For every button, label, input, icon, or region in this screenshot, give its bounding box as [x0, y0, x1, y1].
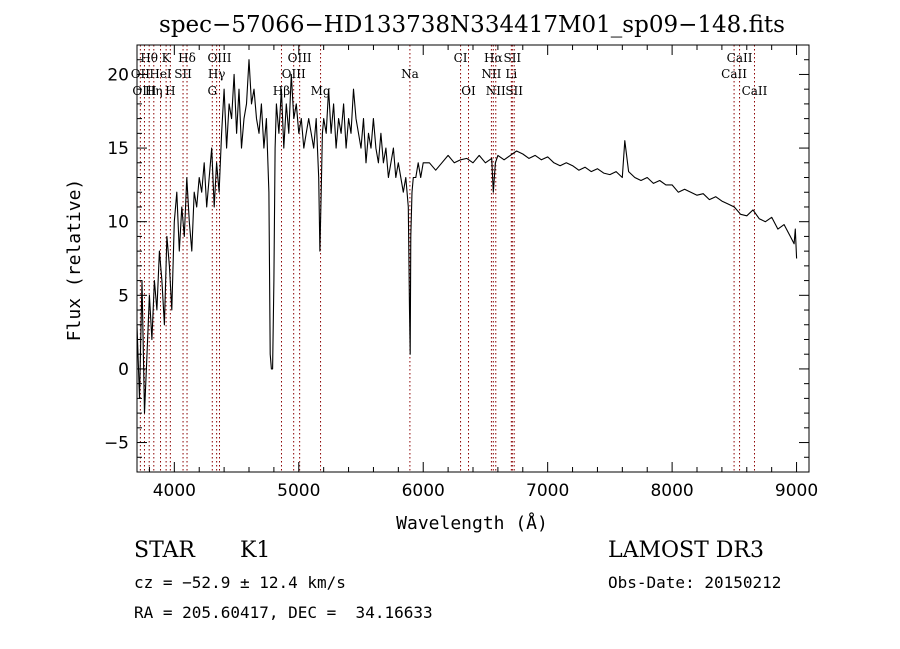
line-label: Hδ	[178, 51, 196, 65]
line-label: OI	[461, 84, 476, 98]
line-label: SII	[174, 67, 192, 81]
x-tick-label: 6000	[402, 481, 445, 501]
line-label: NII	[486, 84, 506, 98]
y-axis: −5 0 5 10 15 20	[104, 44, 809, 458]
line-label: Hα	[484, 51, 503, 65]
line-label: H	[165, 84, 175, 98]
y-axis-label: Flux (relative)	[64, 179, 85, 342]
emission-line-markers	[139, 45, 755, 472]
line-label: Mg	[311, 84, 331, 98]
spectrum-line	[136, 59, 798, 414]
line-label: OIII	[132, 84, 156, 98]
y-tick-label: 5	[118, 286, 129, 306]
y-tick-label: 10	[107, 213, 129, 233]
y-tick-label: 15	[107, 139, 129, 159]
line-label: Hθ	[140, 51, 158, 65]
line-label: CI	[454, 51, 468, 65]
y-tick-label: 0	[118, 360, 129, 380]
object-class: STAR	[134, 538, 195, 563]
line-label: NII	[481, 67, 501, 81]
y-tick-label: 20	[107, 65, 129, 85]
x-tick-label: 9000	[775, 481, 818, 501]
x-tick-label: 4000	[153, 481, 196, 501]
line-label: Na	[401, 67, 419, 81]
line-label: SII	[505, 84, 523, 98]
line-label: Li	[505, 67, 517, 81]
line-label: K	[162, 51, 172, 65]
x-axis-label: Wavelength (Å)	[396, 512, 548, 534]
redshift-value: cz = −52.9 ± 12.4 km/s	[134, 573, 346, 592]
observation-date: Obs-Date: 20150212	[608, 573, 782, 592]
line-label: OIII	[288, 51, 312, 65]
object-subclass: K1	[240, 538, 271, 563]
x-tick-label: 5000	[277, 481, 320, 501]
survey-name: LAMOST DR3	[608, 538, 764, 563]
line-label: CaII	[727, 51, 753, 65]
line-label: CaII	[721, 67, 747, 81]
y-tick-label: −5	[104, 434, 129, 454]
line-label: G	[207, 84, 217, 98]
chart-title: spec−57066−HD133738N334417M01_sp09−148.f…	[159, 12, 785, 38]
x-axis: 4000 5000 6000 7000 8000 9000	[148, 45, 818, 501]
line-label: OIII	[282, 67, 306, 81]
coordinates: RA = 205.60417, DEC = 34.16633	[134, 603, 433, 622]
x-tick-label: 7000	[526, 481, 569, 501]
line-label: CaII	[742, 84, 768, 98]
line-label: HeI	[149, 67, 172, 81]
line-label: OIII	[207, 51, 231, 65]
line-label: SII	[503, 51, 521, 65]
x-tick-label: 8000	[650, 481, 693, 501]
line-label: Hγ	[208, 67, 226, 81]
line-label: Hη	[145, 84, 163, 98]
